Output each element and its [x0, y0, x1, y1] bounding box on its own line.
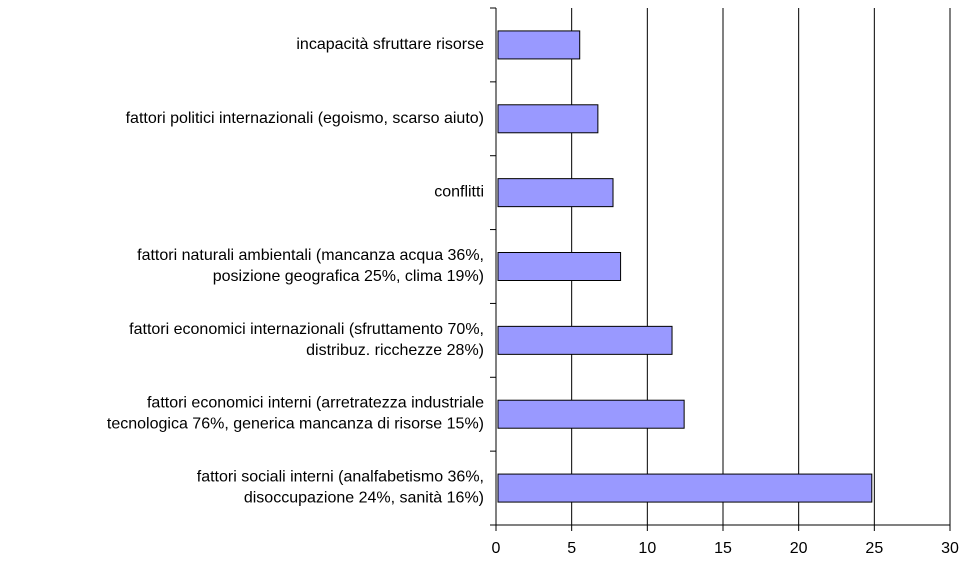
bar [497, 178, 614, 208]
x-tick-label: 5 [567, 540, 576, 557]
bar [497, 325, 673, 355]
bar [497, 473, 873, 503]
x-tick-label: 30 [941, 540, 959, 557]
bar [497, 399, 685, 429]
x-tick-label: 20 [790, 540, 808, 557]
bar [497, 252, 622, 281]
y-tick-label-line: fattori politici internazionali (egoismo… [126, 110, 484, 127]
y-tick-label-line: fattori sociali interni (analfabetismo 3… [197, 469, 484, 486]
y-tick-label-line: fattori naturali ambientali (mancanza ac… [137, 247, 484, 264]
bar [497, 30, 581, 60]
y-tick-label-line: distribuz. ricchezze 28%) [306, 342, 484, 359]
bar [497, 104, 599, 134]
y-tick-label-line: conflitti [434, 184, 484, 201]
x-tick-label: 15 [714, 540, 732, 557]
x-tick-label: 10 [638, 540, 656, 557]
y-tick-label-line: disoccupazione 24%, sanità 16%) [244, 490, 484, 507]
y-tick-label: incapacità sfruttare risorse [296, 36, 484, 53]
y-tick-label: conflitti [434, 184, 484, 201]
y-tick-label-line: tecnologica 76%, generica mancanza di ri… [107, 416, 484, 433]
y-tick-label: fattori politici internazionali (egoismo… [126, 110, 484, 127]
y-tick-label-line: incapacità sfruttare risorse [296, 36, 484, 53]
y-tick-label-line: fattori economici internazionali (sfrutt… [129, 321, 484, 338]
y-tick-label: fattori naturali ambientali (mancanza ac… [137, 247, 484, 285]
y-tick-label-line: posizione geografica 25%, clima 19%) [213, 268, 484, 285]
y-tick-label: fattori economici internazionali (sfrutt… [129, 321, 484, 359]
y-tick-label: fattori economici interni (arretratezza … [107, 395, 484, 433]
x-tick-label: 0 [492, 540, 501, 557]
y-tick-label-line: fattori economici interni (arretratezza … [147, 395, 484, 412]
y-tick-label: fattori sociali interni (analfabetismo 3… [197, 469, 484, 507]
x-tick-label: 25 [865, 540, 883, 557]
